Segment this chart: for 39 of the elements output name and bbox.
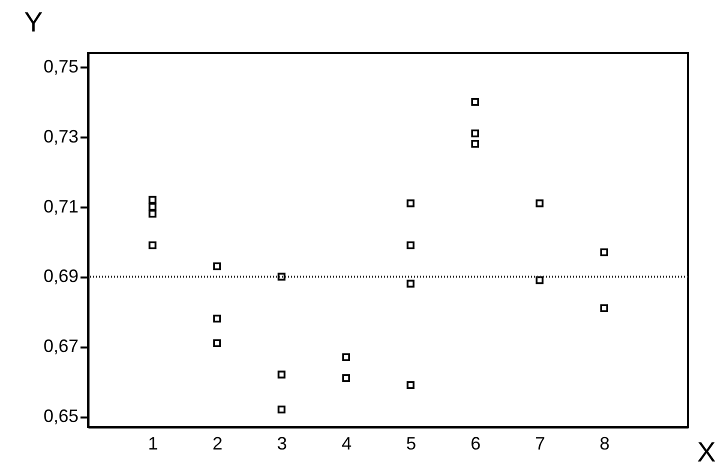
y-tick-label: 0,69 <box>43 266 78 286</box>
x-axis-title: X <box>697 436 716 468</box>
y-tick-label: 0,71 <box>43 196 78 216</box>
point <box>600 248 608 256</box>
point <box>278 406 286 414</box>
y-tick-label: 0,73 <box>43 126 78 146</box>
point <box>148 210 156 218</box>
point <box>213 262 221 270</box>
point <box>278 370 286 378</box>
y-tick-label: 0,65 <box>43 406 78 426</box>
point <box>536 199 544 208</box>
point <box>536 276 544 284</box>
y-axis-title: Y <box>24 6 44 38</box>
point <box>278 272 286 281</box>
point <box>471 98 479 106</box>
x-tick-label: 8 <box>600 434 610 454</box>
point <box>600 304 608 312</box>
point <box>406 199 414 208</box>
x-tick-label: 6 <box>470 434 481 454</box>
point <box>406 381 414 389</box>
x-tick-label: 5 <box>406 434 416 454</box>
y-tick-label: 0,75 <box>43 56 78 76</box>
point <box>213 314 221 323</box>
point <box>148 202 156 211</box>
point <box>213 339 221 348</box>
y-tick-label: 0,67 <box>43 336 78 356</box>
point <box>148 196 156 204</box>
point <box>148 241 156 250</box>
x-tick-label: 1 <box>148 434 158 454</box>
x-tick-label: 2 <box>212 434 223 454</box>
point <box>471 129 479 138</box>
point <box>406 241 414 250</box>
point <box>471 140 479 148</box>
x-tick-label: 7 <box>535 434 546 454</box>
x-tick-label: 3 <box>277 434 288 454</box>
point <box>342 374 350 382</box>
x-tick-label: 4 <box>342 434 352 454</box>
point <box>342 353 350 361</box>
point <box>406 280 414 288</box>
